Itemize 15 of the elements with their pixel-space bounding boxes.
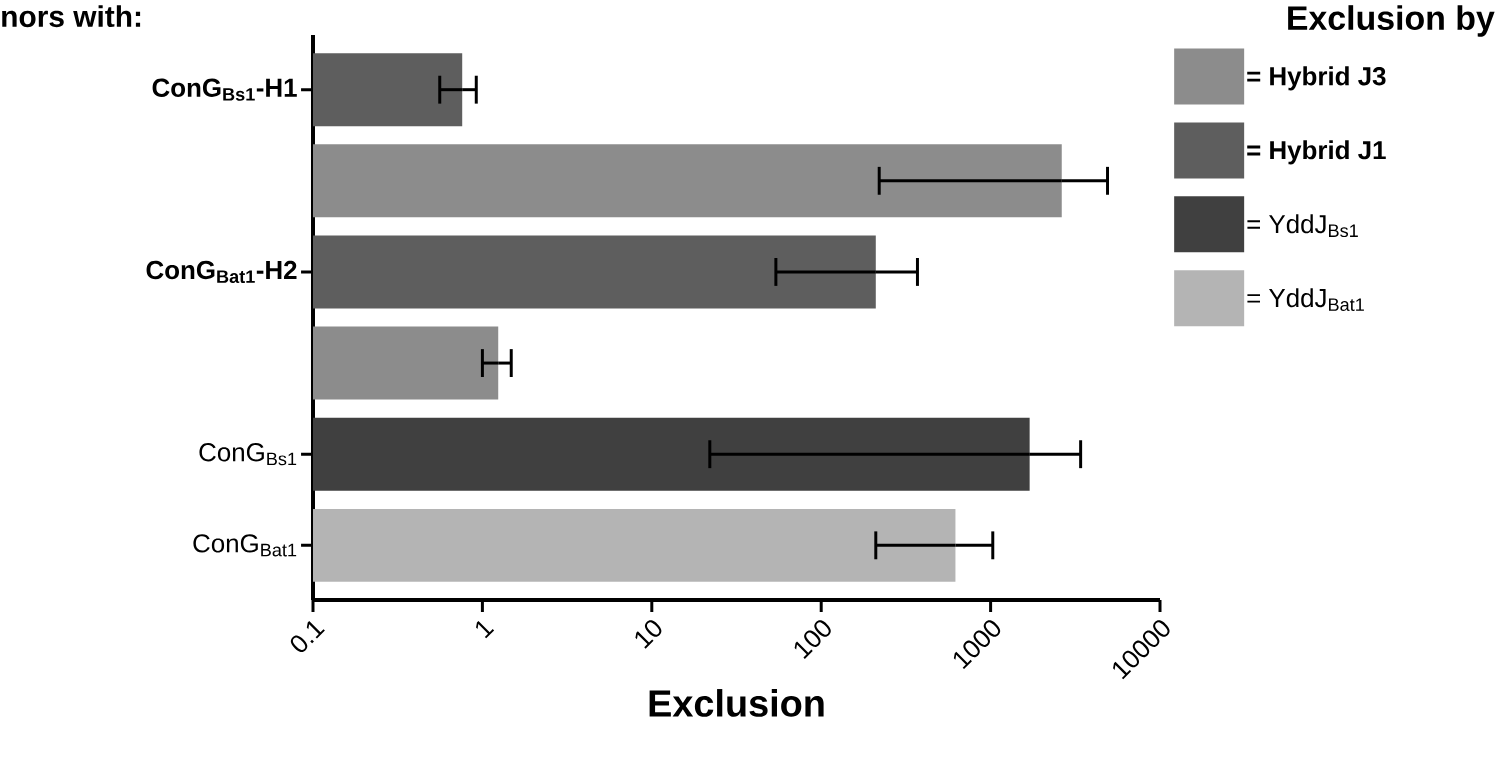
legend-label: = Hybrid J3 (1247, 66, 1386, 91)
category-label: ConG$_{Bat1}$-H2 (146, 260, 297, 284)
x-axis-title: Exclusion (649, 689, 824, 717)
x-tick-label: 0.1 (290, 621, 325, 653)
legend-label: = Hybrid J1 (1247, 140, 1386, 165)
legend-label: = YddJ$_{Bat1}$ (1247, 288, 1364, 312)
legend-label: = YddJ$_{Bs1}$ (1247, 214, 1358, 238)
category-label: ConG$_{Bs1}$-H1 (152, 78, 297, 101)
y-tick-label: ConG$_{Bat1}$ (193, 534, 297, 557)
text: nors with: (2, 5, 141, 28)
x-tick-label: 100 (794, 620, 831, 659)
y-tick-label: ConG$_{Bs1}$ (199, 443, 297, 466)
x-tick-label: 1 (476, 620, 495, 639)
legend-title: Exclusion by (1288, 5, 1495, 37)
x-tick-label: 10 (635, 620, 662, 649)
